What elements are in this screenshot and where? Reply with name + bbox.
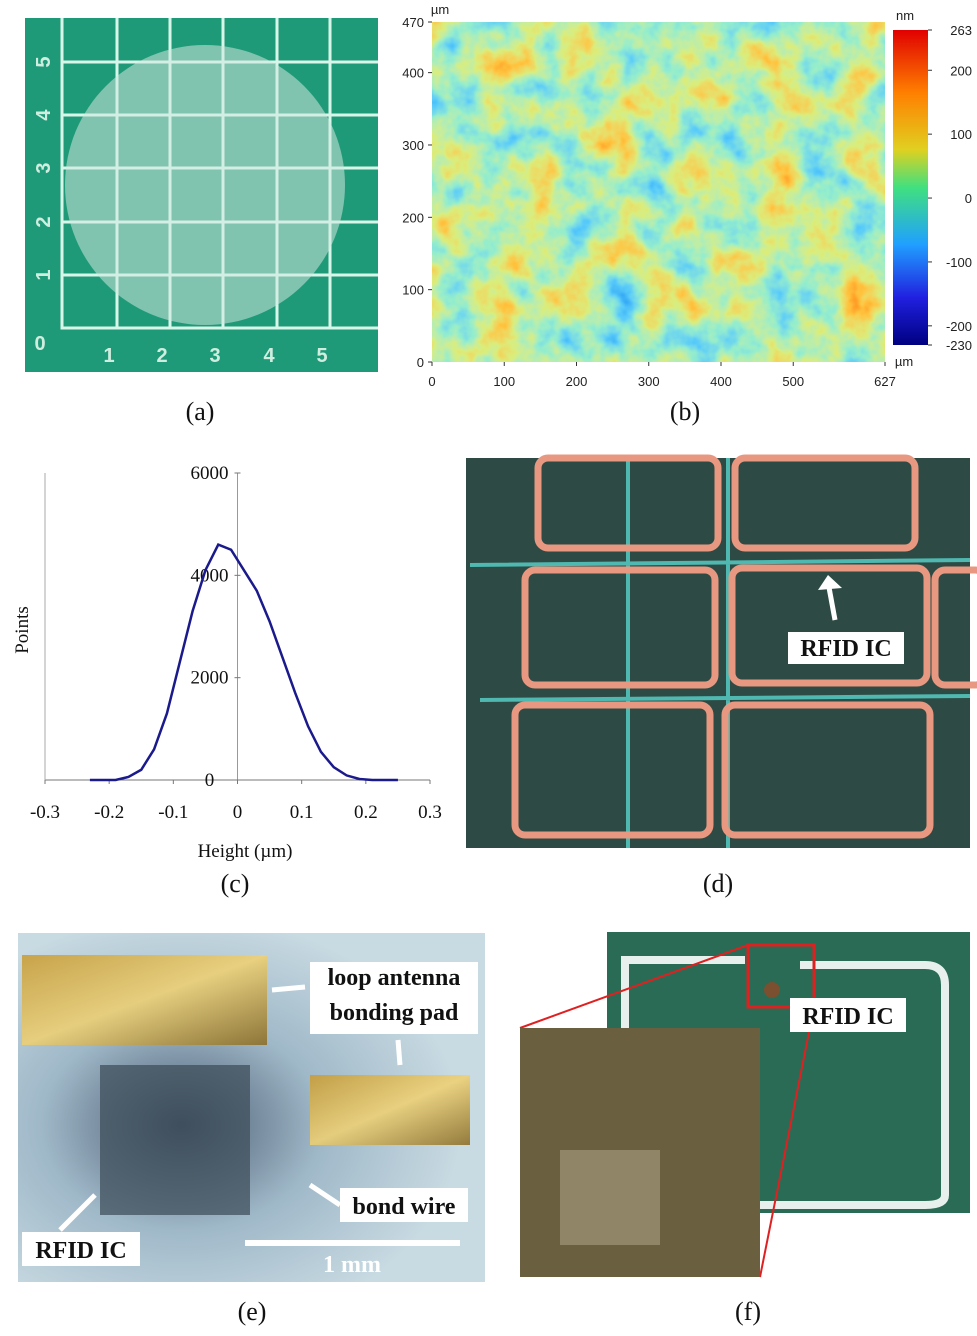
height-map bbox=[432, 22, 885, 362]
x-tick-label: -0.2 bbox=[94, 802, 124, 823]
y-axis-label: Points bbox=[12, 606, 33, 654]
x-tick-label: 0.1 bbox=[290, 802, 314, 823]
ruler-label: 2 bbox=[33, 216, 55, 227]
x-tick-label: 627 bbox=[874, 374, 896, 389]
photo-d bbox=[466, 458, 977, 848]
y-tick-label: 0 bbox=[205, 770, 215, 791]
colorbar bbox=[893, 30, 928, 345]
y-tick-label: 6000 bbox=[191, 463, 229, 484]
x-tick-label: 0.2 bbox=[354, 802, 378, 823]
annotation: bond wire bbox=[353, 1194, 456, 1220]
panel-label: (f) bbox=[735, 1297, 761, 1326]
x-tick-label: 300 bbox=[638, 374, 660, 389]
colorbar-tick-label: -200 bbox=[946, 319, 972, 334]
y-tick-label: 300 bbox=[402, 138, 424, 153]
ruler-label: 2 bbox=[156, 345, 167, 367]
panel-label: (d) bbox=[703, 869, 733, 898]
y-tick-label: 400 bbox=[402, 66, 424, 81]
y-tick-label: 0 bbox=[417, 355, 424, 370]
colorbar-tick-label: 0 bbox=[965, 191, 972, 206]
photo-f bbox=[520, 932, 970, 1277]
annotation: RFID IC bbox=[35, 1238, 126, 1264]
ruler-label: 3 bbox=[209, 345, 220, 367]
ruler-label: 1 bbox=[33, 269, 55, 280]
x-tick-label: 400 bbox=[710, 374, 732, 389]
annotation: RFID IC bbox=[800, 636, 891, 662]
x-axis-label: Height (µm) bbox=[198, 841, 293, 862]
y-tick-label: 470 bbox=[402, 15, 424, 30]
x-unit: µm bbox=[895, 354, 913, 369]
y-tick-label: 200 bbox=[402, 210, 424, 225]
x-tick-label: -0.3 bbox=[30, 802, 60, 823]
colorbar-tick-label: 200 bbox=[950, 63, 972, 78]
colorbar-tick-label: 100 bbox=[950, 127, 972, 142]
panel-label: (e) bbox=[238, 1297, 267, 1326]
ruler-label: 4 bbox=[33, 109, 55, 121]
panel-label: (b) bbox=[670, 397, 700, 426]
y-tick-label: 2000 bbox=[191, 668, 229, 689]
annotation: loop antenna bbox=[328, 965, 461, 991]
photo-a bbox=[25, 18, 378, 372]
y-tick-label: 100 bbox=[402, 283, 424, 298]
colorbar-unit: nm bbox=[896, 8, 914, 23]
ruler-origin: 0 bbox=[34, 333, 45, 355]
scale-bar-label: 1 mm bbox=[323, 1252, 381, 1278]
panel-label: (c) bbox=[221, 869, 250, 898]
colorbar-tick-label: 263 bbox=[950, 23, 972, 38]
figure: 0 bbox=[0, 0, 977, 1336]
annotation: bonding pad bbox=[330, 1000, 459, 1026]
x-tick-label: 0 bbox=[428, 374, 435, 389]
x-tick-label: 0.3 bbox=[418, 802, 442, 823]
ruler-label: 5 bbox=[33, 56, 55, 67]
y-tick-label: 4000 bbox=[191, 565, 229, 586]
x-tick-label: 200 bbox=[566, 374, 588, 389]
colorbar-tick-label: -100 bbox=[946, 255, 972, 270]
x-tick-label: 0 bbox=[233, 802, 243, 823]
histogram-line bbox=[90, 545, 398, 780]
x-tick-label: 500 bbox=[782, 374, 804, 389]
ruler-label: 5 bbox=[316, 345, 327, 367]
x-tick-label: -0.1 bbox=[158, 802, 188, 823]
annotation: RFID IC bbox=[802, 1004, 893, 1030]
colorbar-tick-label: -230 bbox=[946, 338, 972, 353]
panel-label: (a) bbox=[186, 397, 215, 426]
ruler-label: 1 bbox=[103, 345, 114, 367]
ruler-label: 3 bbox=[33, 162, 55, 173]
y-unit: µm bbox=[431, 2, 449, 17]
ruler-label: 4 bbox=[263, 345, 275, 367]
x-tick-label: 100 bbox=[493, 374, 515, 389]
